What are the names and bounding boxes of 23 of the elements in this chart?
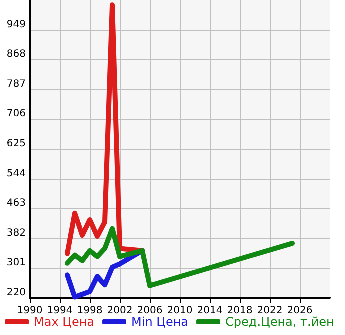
y-tick-label: 220 (6, 288, 26, 298)
x-tick-label: 2014 (197, 306, 223, 316)
y-tick-label: 787 (6, 78, 26, 90)
legend-label: Min Цена (132, 315, 189, 329)
x-tick-label: 1998 (77, 306, 103, 316)
x-tick-label: 2010 (167, 306, 193, 316)
y-tick-label: 949 (6, 19, 26, 30)
y-tick-label: 706 (6, 108, 26, 120)
y-tick-label: 463 (6, 198, 26, 210)
y-tick-label: 625 (6, 138, 26, 150)
legend-label: Сред.Цена, т.йен (226, 315, 334, 329)
y-tick-label: 868 (6, 49, 26, 60)
y-tick-label: 301 (6, 258, 26, 269)
x-tick-label: 1990 (17, 306, 43, 316)
legend-label: Max Цена (34, 315, 95, 329)
x-tick-label: 2006 (137, 306, 163, 316)
x-tick-label: 2018 (227, 306, 253, 316)
y-tick-label: 382 (6, 228, 26, 239)
x-tick-label: 1994 (47, 306, 73, 316)
x-tick-label: 2026 (287, 306, 313, 316)
x-tick-label: 2002 (107, 306, 133, 316)
x-tick-label: 2022 (257, 306, 283, 316)
y-tick-label: 544 (6, 168, 26, 180)
